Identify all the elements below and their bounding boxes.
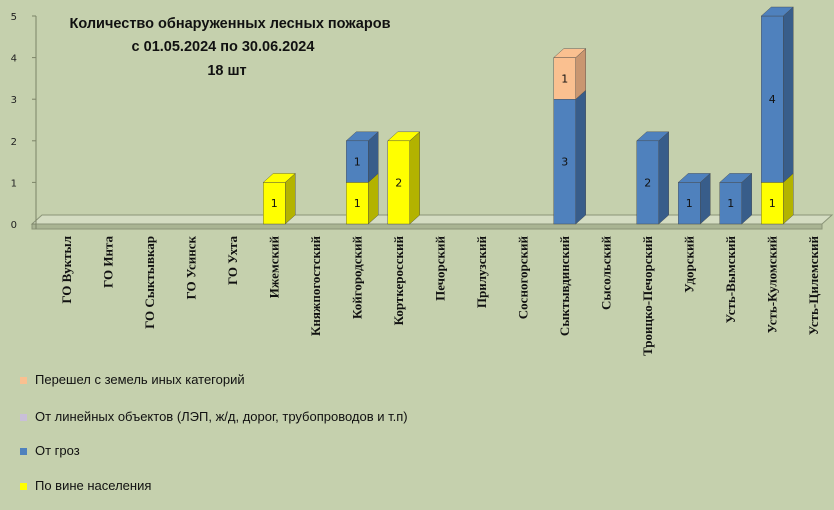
bar-top xyxy=(262,173,296,183)
category-label: Сосногорский xyxy=(515,235,530,319)
bar-segment-side xyxy=(783,6,794,183)
category-label: Усть-Куломский xyxy=(764,235,779,333)
chart-title-line: 18 шт xyxy=(207,63,246,79)
legend-label: Перешел с земель иных категорий xyxy=(35,372,245,387)
bar-value-label: 2 xyxy=(644,176,651,189)
y-tick-label: 1 xyxy=(11,178,17,189)
bar-top xyxy=(387,131,421,142)
category-label: Удорский xyxy=(681,235,696,292)
bar-top xyxy=(719,173,753,183)
bar-segment-side xyxy=(575,89,586,225)
bar-value-label: 1 xyxy=(727,197,734,210)
bar-value-label: 1 xyxy=(271,197,278,210)
y-tick-label: 3 xyxy=(11,95,17,106)
bar-segment-side xyxy=(409,131,420,225)
bar-top xyxy=(553,48,587,58)
bar-top xyxy=(760,6,794,17)
legend-swatch xyxy=(20,414,27,421)
bar-top xyxy=(345,131,379,142)
category-label: ГО Вуктыл xyxy=(59,236,74,304)
y-tick-label: 2 xyxy=(11,137,17,148)
category-label: Прилузский xyxy=(474,235,489,308)
legend-swatch xyxy=(20,377,27,384)
category-label: Сысольский xyxy=(598,235,613,310)
bar-value-label: 1 xyxy=(354,197,361,210)
category-label: Усть-Вымский xyxy=(723,235,738,323)
category-label: Усть-Цилемский xyxy=(806,235,821,335)
bar-value-label: 1 xyxy=(561,72,568,85)
legend-label: От гроз xyxy=(35,443,80,458)
category-label: Троицко-Печорский xyxy=(640,236,655,356)
category-label: Печорский xyxy=(432,236,447,301)
legend: Перешел с земель иных категорий От линейн… xyxy=(20,372,408,493)
bar-segment-side xyxy=(658,131,669,225)
bar-top xyxy=(677,173,711,183)
y-tick-label: 4 xyxy=(11,54,17,65)
bar-value-label: 4 xyxy=(769,93,776,106)
legend-swatch xyxy=(20,448,27,455)
chart-title-line: Количество обнаруженных лесных пожаров xyxy=(70,16,391,32)
category-label: ГО Усинск xyxy=(183,236,198,300)
bar-value-label: 1 xyxy=(686,197,693,210)
bar-value-label: 1 xyxy=(354,156,361,169)
chart-title-line: с 01.05.2024 по 30.06.2024 xyxy=(132,39,315,55)
category-label: Княжпогостский xyxy=(308,236,323,337)
bar-value-label: 1 xyxy=(769,197,776,210)
category-label: Сыктывдинский xyxy=(557,235,572,336)
chart-floor xyxy=(30,214,834,230)
y-tick-label: 0 xyxy=(11,220,17,231)
category-label: ГО Сыктывкар xyxy=(142,236,157,329)
chart-title: Количество обнаруженных лесных пожаров с … xyxy=(70,16,391,79)
legend-swatch xyxy=(20,483,27,490)
category-labels: ГО Вуктыл ГО Инта ГО Сыктывкар ГО Усинск ГО … xyxy=(59,235,821,355)
bar-top xyxy=(636,131,670,142)
category-label: Корткеросский xyxy=(391,235,406,325)
legend-label: По вине населения xyxy=(35,478,151,493)
floor-top xyxy=(30,214,834,225)
category-label: ГО Ухта xyxy=(225,236,240,286)
bars: 1 1 1 2 3 1 2 1 1 1 4 xyxy=(262,6,794,225)
bar-value-label: 2 xyxy=(395,176,402,189)
category-label: Ижемский xyxy=(266,235,281,298)
legend-label: От линейных объектов (ЛЭП, ж/д, дорог, т… xyxy=(35,409,408,424)
category-label: Койгородский xyxy=(349,236,364,320)
bar-value-label: 3 xyxy=(561,156,568,169)
floor-front xyxy=(31,223,823,230)
y-tick-label: 5 xyxy=(11,12,17,23)
y-axis: 0 1 2 3 4 5 xyxy=(11,12,37,231)
category-label: ГО Инта xyxy=(100,236,115,288)
